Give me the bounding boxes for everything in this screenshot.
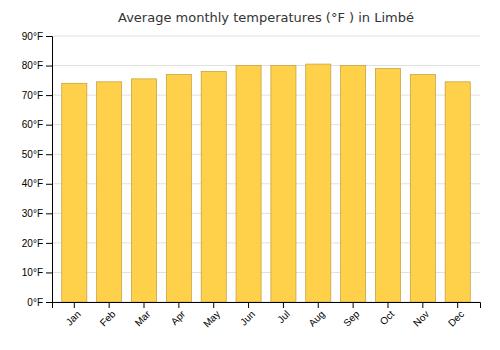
tick-label: Jul bbox=[275, 308, 292, 325]
tick-mark bbox=[318, 302, 319, 308]
tick-label: Apr bbox=[169, 308, 188, 327]
grid-line bbox=[52, 36, 480, 37]
bar bbox=[375, 69, 400, 302]
bar bbox=[236, 66, 261, 302]
tick-mark bbox=[46, 95, 52, 96]
tick: Dec bbox=[446, 302, 466, 329]
tick-label: 10°F bbox=[22, 267, 43, 278]
bar bbox=[97, 82, 122, 302]
title: Average monthly temperatures (°F ) in Li… bbox=[118, 10, 414, 25]
tick-label: 40°F bbox=[22, 178, 43, 189]
tick-mark bbox=[74, 302, 75, 308]
tick: 10°F bbox=[22, 267, 52, 278]
tick: Mar bbox=[133, 302, 153, 328]
tick-label: 90°F bbox=[22, 31, 43, 42]
tick-label: Sep bbox=[341, 308, 362, 329]
tick-label: 50°F bbox=[22, 149, 43, 160]
tick: 50°F bbox=[22, 149, 52, 160]
tick-mark bbox=[387, 302, 388, 308]
tick: 80°F bbox=[22, 60, 52, 71]
tick-mark bbox=[248, 302, 249, 308]
tick: 60°F bbox=[22, 119, 52, 130]
tick-label: Feb bbox=[98, 308, 118, 328]
tick: 90°F bbox=[22, 31, 52, 42]
tick-mark bbox=[213, 302, 214, 308]
tick-mark bbox=[46, 66, 52, 67]
tick-label: Mar bbox=[133, 308, 153, 328]
grid bbox=[52, 36, 480, 302]
grid-line bbox=[52, 65, 480, 66]
tick-label: 70°F bbox=[22, 90, 43, 101]
tick: Jul bbox=[275, 302, 292, 325]
bar bbox=[341, 66, 366, 302]
tick-mark bbox=[46, 302, 52, 303]
tick-label: Aug bbox=[306, 308, 326, 328]
bar bbox=[201, 71, 226, 302]
tick: Feb bbox=[98, 302, 118, 328]
tick-mark bbox=[283, 302, 284, 308]
tick: 70°F bbox=[22, 90, 52, 101]
plot: 0°F 10°F 20°F 30°F 40°F 50°F 60°F 70°F 80°F 90°F J… bbox=[22, 31, 481, 330]
tick: May bbox=[201, 302, 222, 330]
tick-mark bbox=[46, 154, 52, 155]
axis-line bbox=[53, 303, 481, 309]
bar bbox=[410, 74, 435, 302]
chart: 0°F 10°F 20°F 30°F 40°F 50°F 60°F 70°F 80°F 90°F J… bbox=[0, 0, 500, 350]
tick-label: 0°F bbox=[27, 297, 43, 308]
tick: Jun bbox=[238, 302, 257, 328]
tick-mark bbox=[46, 243, 52, 244]
bar bbox=[271, 66, 296, 302]
bar bbox=[131, 79, 156, 302]
tick-label: 30°F bbox=[22, 208, 43, 219]
tick-label: 60°F bbox=[22, 119, 43, 130]
tick-mark bbox=[144, 302, 145, 308]
tick-mark bbox=[46, 213, 52, 214]
tick: Apr bbox=[169, 302, 188, 327]
tick-mark bbox=[109, 302, 110, 308]
tick: Jan bbox=[64, 302, 83, 328]
x-axis: Jan Feb Mar Apr May Jun Jul Aug Sep Oct Nov Dec bbox=[53, 302, 481, 330]
tick: Sep bbox=[341, 302, 362, 329]
tick-label: 80°F bbox=[22, 60, 43, 71]
tick-label: Jun bbox=[238, 308, 257, 327]
bar bbox=[445, 82, 470, 302]
tick: Nov bbox=[411, 302, 431, 329]
tick-mark bbox=[46, 36, 52, 37]
tick: 30°F bbox=[22, 208, 52, 219]
y-axis: 0°F 10°F 20°F 30°F 40°F 50°F 60°F 70°F 80°F 90°F bbox=[22, 31, 53, 308]
tick: Aug bbox=[306, 302, 326, 329]
bar bbox=[166, 74, 191, 302]
tick-label: May bbox=[201, 308, 222, 329]
tick: 0°F bbox=[27, 297, 52, 308]
tick-mark bbox=[46, 125, 52, 126]
tick-mark bbox=[457, 302, 458, 308]
tick-label: Oct bbox=[378, 308, 397, 327]
tick-label: 20°F bbox=[22, 238, 43, 249]
tick: Oct bbox=[378, 302, 397, 327]
tick: 40°F bbox=[22, 178, 52, 189]
bar bbox=[306, 64, 331, 302]
tick-mark bbox=[422, 302, 423, 308]
tick-label: Nov bbox=[411, 308, 431, 328]
axis-line bbox=[46, 37, 53, 303]
tick-mark bbox=[353, 302, 354, 308]
tick: 20°F bbox=[22, 238, 52, 249]
tick-mark bbox=[178, 302, 179, 308]
tick-label: Dec bbox=[446, 308, 466, 328]
tick-mark bbox=[46, 184, 52, 185]
bar bbox=[62, 83, 87, 302]
tick-mark bbox=[46, 272, 52, 273]
tick-label: Jan bbox=[64, 308, 83, 327]
bars bbox=[62, 64, 470, 302]
